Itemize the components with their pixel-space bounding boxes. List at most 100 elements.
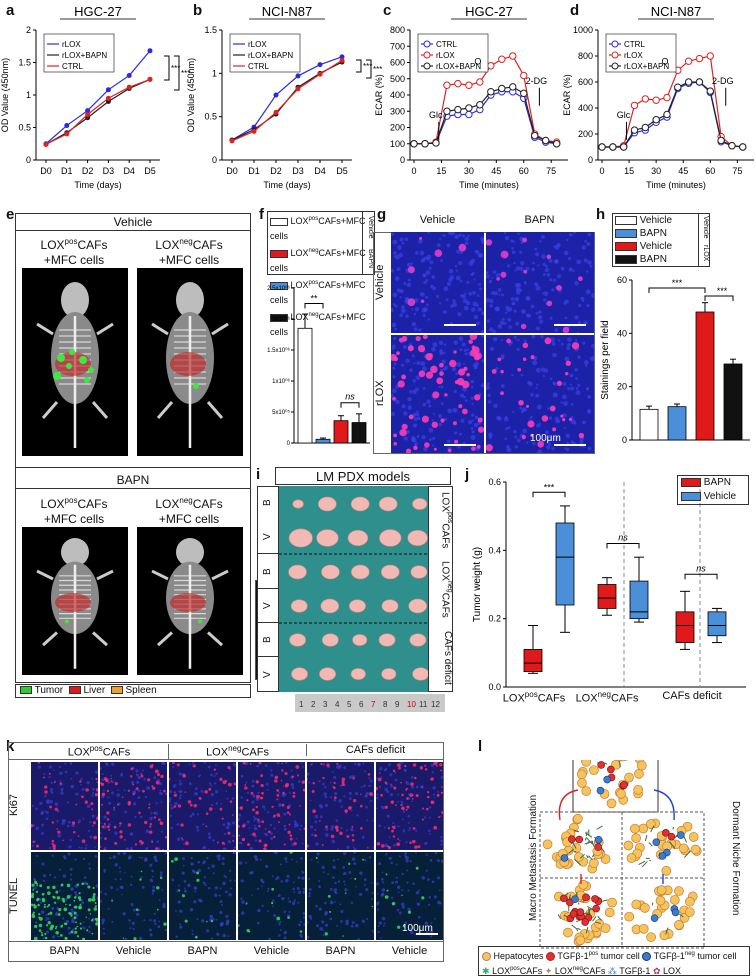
- positive-signal: [73, 896, 77, 899]
- nucleus: [427, 878, 430, 881]
- nucleus: [202, 846, 205, 849]
- nucleus: [381, 888, 386, 892]
- nucleus: [459, 279, 463, 283]
- nucleus: [392, 375, 396, 379]
- nucleus: [376, 807, 378, 810]
- nucleus: [347, 920, 349, 922]
- stained-cell: [537, 440, 545, 448]
- nucleus: [155, 802, 158, 805]
- nucleus: [75, 913, 79, 917]
- nucleus: [425, 270, 431, 275]
- hepatocyte: [542, 839, 553, 850]
- e-xray-vehicle-pos: [22, 268, 128, 456]
- positive-signal: [91, 918, 94, 921]
- data-point: [317, 62, 323, 68]
- positive-signal: [180, 837, 183, 840]
- nucleus: [292, 887, 295, 891]
- positive-signal: [320, 762, 323, 766]
- tumor-signal: [79, 356, 87, 364]
- nucleus: [584, 239, 587, 243]
- positive-signal: [377, 777, 382, 782]
- positive-signal: [43, 905, 46, 909]
- y-tick-label: 0: [622, 435, 627, 445]
- positive-signal: [44, 790, 48, 794]
- nucleus: [210, 784, 213, 787]
- nucleus: [317, 861, 319, 864]
- ruler-number: 5: [347, 700, 352, 709]
- positive-signal: [94, 905, 97, 908]
- nucleus: [164, 928, 167, 932]
- positive-signal: [31, 914, 36, 919]
- positive-signal: [31, 823, 33, 828]
- y-tick-label: 5x10⁰⁵: [272, 409, 290, 416]
- nucleus: [467, 420, 473, 425]
- nucleus: [183, 889, 188, 893]
- nucleus: [486, 382, 490, 386]
- nucleus: [388, 836, 391, 839]
- nucleus: [546, 445, 551, 450]
- data-point: [443, 107, 451, 115]
- nucleus: [567, 256, 572, 261]
- nucleus: [261, 880, 265, 884]
- legend-marker: [611, 51, 619, 59]
- nucleus: [303, 916, 305, 919]
- nucleus: [75, 893, 78, 897]
- x-tick-label: 60: [705, 166, 715, 176]
- panel-label-f: f: [259, 206, 264, 223]
- positive-signal: [130, 767, 134, 771]
- nucleus: [532, 360, 538, 366]
- positive-signal: [312, 809, 316, 814]
- positive-signal: [348, 806, 352, 810]
- hepatocyte: [674, 886, 684, 896]
- nucleus: [300, 857, 303, 860]
- x-tick-label: D1: [61, 166, 73, 176]
- stained-cell: [424, 442, 430, 448]
- stained-cell: [491, 369, 497, 374]
- chart-title: HGC-27: [74, 4, 122, 19]
- nucleus: [511, 246, 515, 250]
- nucleus: [575, 387, 579, 390]
- nucleus: [178, 796, 182, 800]
- nucleus: [249, 871, 253, 875]
- tgf-pos-tumor-cell: [620, 781, 628, 789]
- nucleus: [355, 792, 359, 796]
- stained-cell: [434, 249, 443, 257]
- nucleus: [151, 892, 154, 895]
- positive-signal: [93, 907, 98, 911]
- positive-signal: [91, 808, 94, 811]
- nucleus: [152, 890, 155, 893]
- positive-signal: [376, 786, 378, 791]
- nucleus: [380, 936, 382, 939]
- positive-signal: [241, 837, 246, 842]
- nucleus: [362, 762, 365, 765]
- stained-cell: [517, 367, 522, 372]
- nucleus: [278, 934, 281, 937]
- positive-signal: [261, 791, 264, 795]
- nucleus: [323, 792, 327, 796]
- nucleus: [427, 318, 431, 321]
- nucleus: [250, 833, 252, 836]
- nucleus: [286, 874, 290, 878]
- positive-signal: [163, 922, 167, 926]
- positive-signal: [35, 890, 39, 894]
- nucleus: [88, 925, 91, 929]
- y-tick-label: 0.6: [488, 477, 501, 487]
- positive-signal: [173, 793, 177, 797]
- stained-cell: [562, 418, 566, 422]
- nucleus: [45, 919, 48, 922]
- nucleus: [283, 930, 287, 935]
- nucleus: [572, 232, 576, 234]
- sig-bracket: [606, 543, 640, 549]
- g-row-rlox: rLOX: [374, 380, 386, 406]
- nucleus: [515, 287, 521, 292]
- nucleus: [564, 356, 570, 362]
- nucleus: [532, 261, 535, 265]
- nucleus: [371, 930, 374, 933]
- positive-signal: [127, 789, 130, 792]
- nucleus: [162, 902, 166, 906]
- x-tick-label: D4: [314, 166, 326, 176]
- hindlimb: [156, 401, 174, 419]
- nucleus: [514, 445, 518, 449]
- positive-signal: [334, 825, 339, 830]
